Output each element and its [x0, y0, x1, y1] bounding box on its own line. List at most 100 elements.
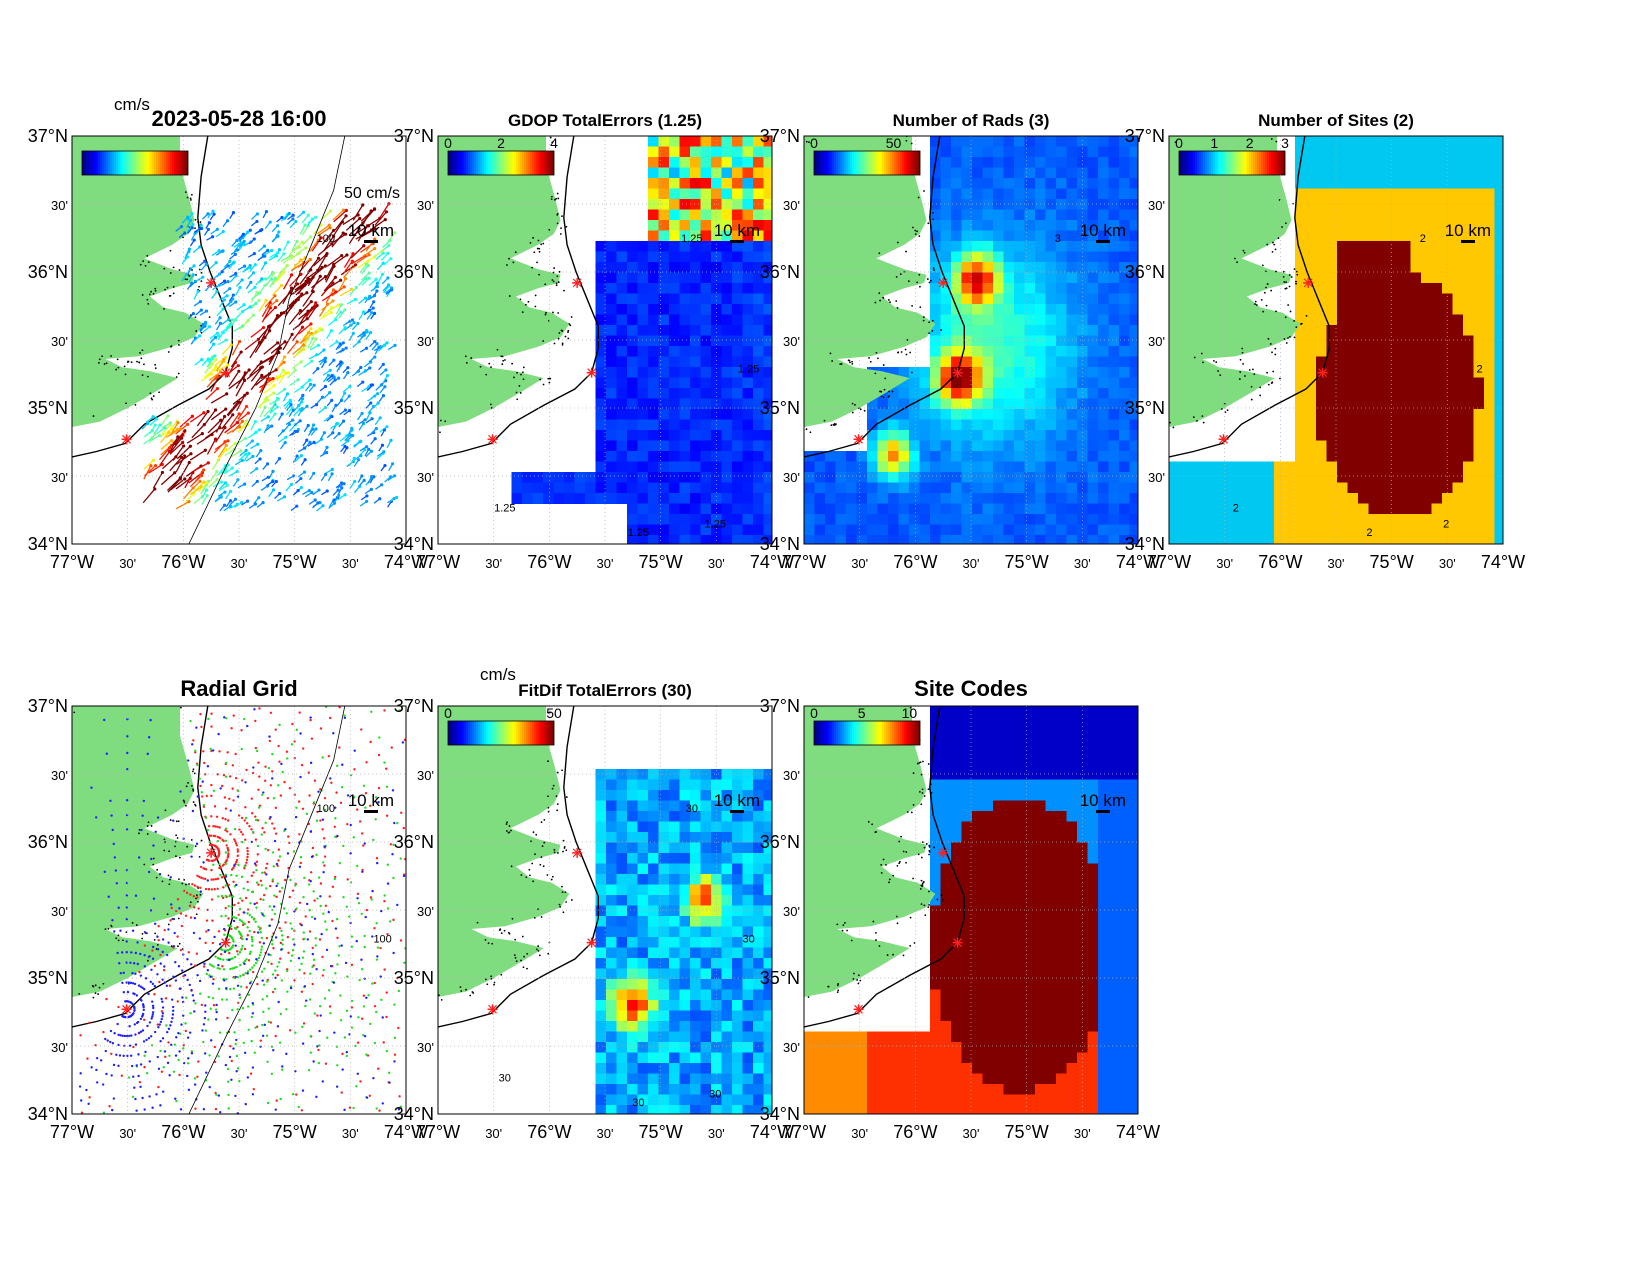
field-cell	[1421, 314, 1432, 326]
field-cell	[1431, 136, 1443, 147]
field-cell	[1305, 167, 1317, 179]
field-cell	[669, 136, 680, 147]
field-cell	[679, 503, 691, 515]
coast-dot	[805, 140, 808, 143]
field-cell	[1077, 388, 1088, 399]
vector-head	[332, 262, 336, 266]
coast-dot	[550, 195, 553, 198]
field-cell	[1347, 136, 1359, 147]
coast-dot	[1261, 264, 1264, 267]
coast-dot	[169, 294, 172, 297]
vector-head	[176, 421, 180, 425]
field-cell	[888, 419, 899, 431]
field-cell	[511, 482, 523, 494]
field-cell	[1368, 230, 1380, 242]
field-cell	[1098, 430, 1109, 441]
vector-head	[301, 343, 306, 347]
field-cell	[1347, 178, 1359, 189]
field-cell	[1066, 451, 1078, 462]
vector-head	[353, 297, 357, 302]
field-cell	[732, 461, 743, 473]
vector-head	[223, 414, 227, 419]
field-cell	[1129, 377, 1138, 389]
vector-head	[306, 213, 310, 217]
field-cell	[1211, 535, 1222, 544]
field-cell	[742, 346, 754, 357]
coast-dot	[799, 424, 801, 426]
field-cell	[1066, 346, 1078, 357]
vector-head	[295, 454, 299, 458]
field-cell	[1463, 346, 1474, 357]
vector-head	[246, 230, 250, 234]
field-cell	[1190, 472, 1201, 483]
field-cell	[1421, 461, 1432, 473]
field-cell	[1087, 262, 1099, 273]
current-vector	[152, 472, 164, 489]
field-cell	[753, 251, 764, 263]
field-cell	[1358, 409, 1369, 420]
vector-head	[224, 355, 228, 360]
field-cell	[1108, 461, 1120, 473]
vector-head	[343, 391, 347, 395]
vector-head	[268, 324, 272, 328]
field-cell	[1077, 262, 1088, 273]
coast-dot	[198, 856, 201, 858]
vector-head	[309, 322, 313, 326]
current-vector	[297, 307, 313, 320]
field-cell	[742, 482, 754, 494]
field-cell	[1494, 346, 1503, 357]
field-cell	[627, 293, 638, 305]
field-cell	[961, 167, 973, 179]
field-cell	[1368, 461, 1380, 473]
coast-dot	[927, 222, 930, 225]
coast-dot	[1274, 347, 1277, 350]
field-cell	[972, 335, 983, 347]
current-vector	[330, 233, 347, 245]
vector-head	[233, 318, 238, 322]
colorbar-swatch	[904, 151, 907, 175]
vector-head	[316, 501, 320, 505]
field-cell	[940, 346, 952, 357]
field-cell	[1358, 178, 1369, 189]
vector-head	[214, 357, 218, 362]
coast-dot	[71, 702, 73, 704]
lat-tick-label: 36°N	[28, 262, 68, 282]
field-cell	[940, 188, 952, 200]
vector-head	[233, 497, 238, 501]
coast-dot	[183, 801, 186, 804]
field-cell	[648, 482, 659, 494]
coast-dot	[542, 242, 545, 245]
field-cell	[972, 293, 983, 305]
coast-dot	[554, 198, 556, 201]
field-cell	[700, 314, 712, 326]
field-cell	[669, 388, 680, 399]
vector-head	[218, 316, 222, 320]
coast-dot	[140, 357, 143, 360]
field-cell	[1358, 167, 1369, 179]
field-cell	[679, 335, 691, 347]
coast-dot	[918, 235, 921, 238]
field-cell	[1484, 283, 1495, 294]
coast-dot	[1265, 286, 1267, 289]
field-cell	[825, 482, 836, 494]
field-cell	[919, 451, 931, 462]
site-marker	[1218, 434, 1229, 445]
colorbar-swatch	[1221, 151, 1224, 175]
field-cell	[753, 199, 764, 210]
field-cell	[1087, 535, 1099, 544]
coast-dot	[136, 360, 138, 363]
field-cell	[1003, 178, 1015, 189]
field-cell	[1284, 535, 1296, 544]
field-cell	[1316, 241, 1327, 252]
site-marker	[220, 367, 231, 378]
current-vector	[286, 341, 298, 355]
field-cell	[1368, 293, 1380, 305]
field-cell	[763, 262, 772, 273]
vector-head	[373, 237, 377, 241]
current-vector	[169, 456, 183, 472]
current-vector	[250, 292, 261, 300]
field-cell	[732, 503, 743, 515]
field-cell	[1389, 367, 1401, 378]
vector-head	[337, 303, 341, 307]
